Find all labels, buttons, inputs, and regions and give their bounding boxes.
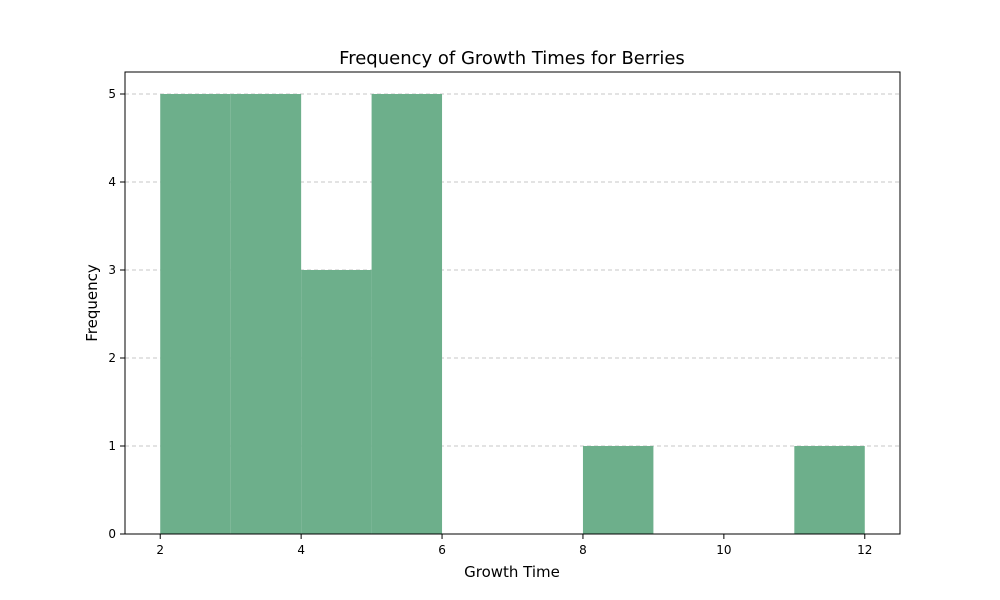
histogram-bar [582, 446, 654, 534]
y-tick-label: 2 [108, 351, 116, 365]
histogram-bar [794, 446, 865, 534]
x-tick-label: 10 [716, 543, 731, 557]
x-tick-label: 12 [857, 543, 872, 557]
y-tick-label: 5 [108, 87, 116, 101]
y-tick-label: 3 [108, 263, 116, 277]
y-tick-label: 1 [108, 439, 116, 453]
chart-title: Frequency of Growth Times for Berries [339, 48, 685, 69]
y-tick-label: 4 [108, 175, 116, 189]
y-tick-label: 0 [108, 527, 116, 541]
histogram-bar [371, 94, 443, 534]
x-axis-ticks: 2 4 6 8 10 12 [156, 534, 872, 557]
x-tick-label: 4 [297, 543, 305, 557]
bar-layer [160, 94, 865, 534]
x-axis-label: Growth Time [464, 563, 560, 581]
x-tick-label: 2 [156, 543, 164, 557]
y-axis-ticks: 0 1 2 3 4 5 [108, 87, 125, 541]
x-tick-label: 6 [438, 543, 446, 557]
plot-frame [124, 71, 901, 535]
histogram-bar [230, 94, 302, 534]
y-axis-label: Frequency [83, 264, 101, 342]
histogram-bar [301, 270, 372, 534]
x-tick-label: 8 [579, 543, 587, 557]
histogram-bar [160, 94, 231, 534]
